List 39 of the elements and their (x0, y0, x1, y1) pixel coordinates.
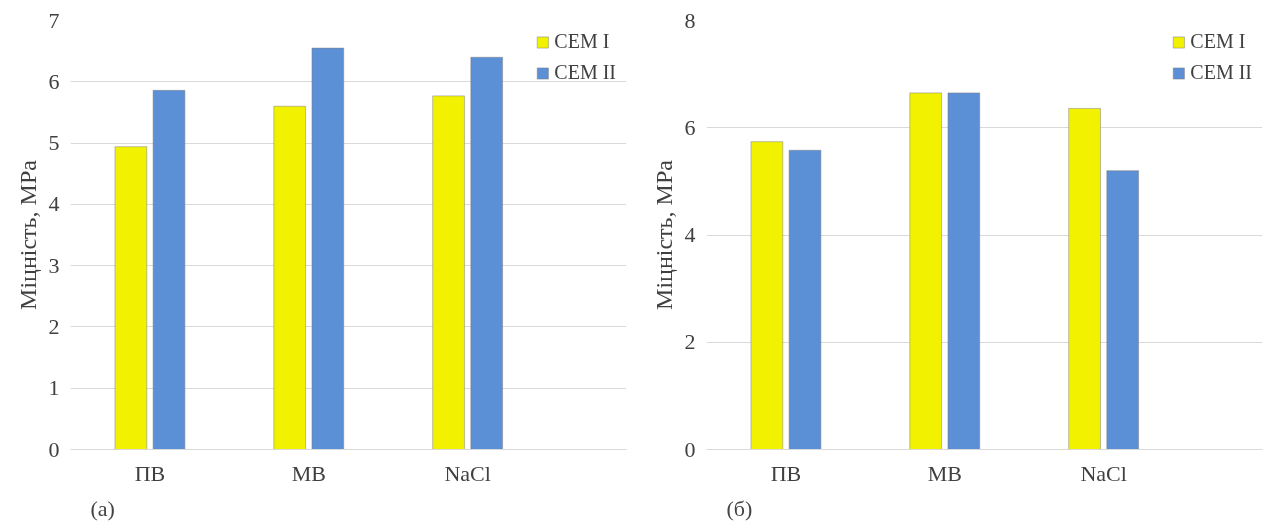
x-tick-label: NaCl (444, 460, 491, 486)
bar (432, 95, 465, 450)
x-tick-label: МВ (291, 460, 326, 486)
legend-label: CEM II (554, 61, 616, 84)
bar (311, 47, 344, 450)
y-tick-label: 2 (48, 313, 60, 339)
bar (470, 57, 503, 450)
bar (114, 146, 147, 450)
bar (1068, 108, 1101, 450)
y-tick-label: 6 (48, 68, 60, 94)
bar (788, 150, 822, 450)
bar (1106, 170, 1139, 450)
bar (273, 106, 306, 450)
bar (750, 141, 783, 450)
y-tick-label: 8 (684, 7, 696, 33)
bar (947, 92, 980, 450)
text: (б) (726, 495, 753, 521)
y-tick-label: 0 (684, 436, 696, 462)
y-tick-label: 7 (48, 7, 60, 33)
legend-label: CEM I (554, 30, 610, 53)
y-tick-label: 4 (684, 222, 696, 247)
legend-label: CEM II (1190, 61, 1252, 84)
x-tick-label: МВ (927, 460, 962, 486)
x-tick-label: ПВ (770, 460, 802, 486)
y-tick-label: 4 (48, 191, 60, 217)
text: (a) (90, 495, 115, 521)
y-tick-label: 1 (48, 375, 60, 401)
bar (152, 90, 186, 450)
x-tick-label: NaCl (1080, 460, 1127, 486)
y-tick-label: 0 (48, 436, 60, 462)
x-tick-label: ПВ (134, 460, 166, 486)
bar (909, 92, 942, 450)
y-axis-title: Міцність, МРа (650, 159, 677, 310)
y-tick-label: 2 (684, 329, 696, 355)
y-axis-title: Міцність, МРа (14, 159, 41, 310)
legend-label: CEM I (1190, 30, 1246, 53)
y-tick-label: 5 (48, 130, 60, 156)
y-tick-label: 6 (684, 114, 696, 140)
y-tick-label: 3 (48, 252, 60, 278)
